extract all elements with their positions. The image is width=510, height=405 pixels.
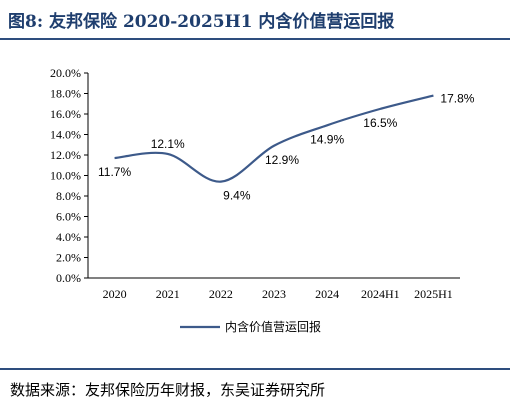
y-tick-label: 6.0% [56, 210, 81, 224]
y-tick-label: 0.0% [56, 271, 81, 285]
y-axis-ticks: 0.0% 2.0% 4.0% 6.0% 8.0% 10.0% 12.0% 14.0% 16.0%… [50, 66, 88, 285]
y-tick-label: 14.0% [50, 128, 81, 142]
y-tick-label: 10.0% [50, 169, 81, 183]
y-tick-label: 8.0% [56, 189, 81, 203]
title-bar: 图8: 友邦保险 2020-2025H1 内含价值营运回报 [0, 0, 510, 40]
legend-label: 内含价值营运回报 [225, 319, 321, 334]
x-tick-label: 2020 [103, 287, 127, 301]
data-labels: 11.7% 12.1% 9.4% 12.9% 14.9% 16.5% 17.8% [98, 92, 475, 203]
chart-title: 图8: 友邦保险 2020-2025H1 内含价值营运回报 [8, 12, 395, 32]
y-tick-label: 4.0% [56, 230, 81, 244]
line-chart: 0.0% 2.0% 4.0% 6.0% 8.0% 10.0% 12.0% 14.0% 16.0%… [50, 66, 475, 334]
y-tick-label: 16.0% [50, 107, 81, 121]
x-tick-label: 2024 [315, 287, 339, 301]
x-axis-ticks: 2020 2021 2022 2023 2024 2024H1 2025H1 [103, 287, 453, 301]
x-tick-label: 2023 [262, 287, 286, 301]
data-label: 17.8% [440, 92, 474, 106]
data-label: 12.9% [265, 153, 299, 167]
y-tick-label: 20.0% [50, 66, 81, 80]
source-bar: 数据来源：友邦保险历年财报，东吴证券研究所 [0, 368, 510, 405]
x-tick-label: 2021 [156, 287, 180, 301]
data-label: 12.1% [151, 137, 185, 151]
x-tick-label: 2022 [209, 287, 233, 301]
data-label: 11.7% [98, 165, 131, 179]
y-tick-label: 12.0% [50, 148, 81, 162]
data-label: 16.5% [363, 116, 397, 130]
x-tick-label: 2025H1 [414, 287, 453, 301]
y-tick-label: 2.0% [56, 251, 81, 265]
source-note: 数据来源：友邦保险历年财报，东吴证券研究所 [10, 381, 326, 399]
data-label: 9.4% [223, 189, 251, 203]
legend: 内含价值营运回报 [180, 319, 321, 334]
x-tick-label: 2024H1 [361, 287, 400, 301]
series-line [114, 94, 434, 183]
y-tick-label: 18.0% [50, 87, 81, 101]
data-label: 14.9% [310, 132, 344, 146]
